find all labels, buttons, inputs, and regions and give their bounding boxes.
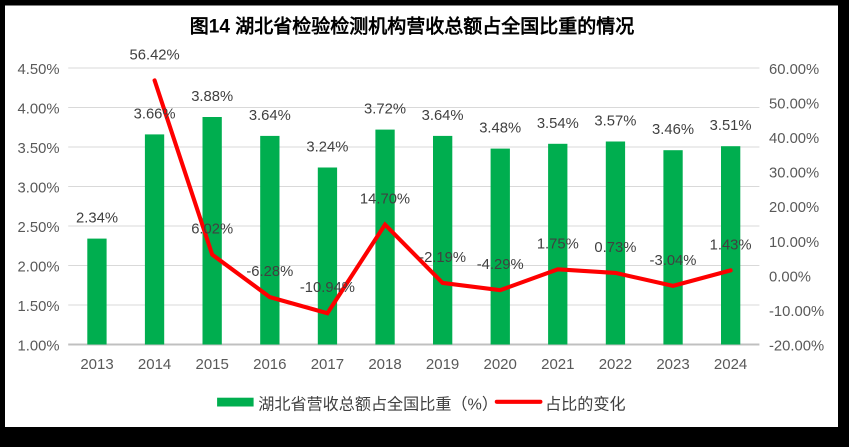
- svg-text:3.72%: 3.72%: [364, 102, 406, 118]
- svg-text:2021: 2021: [541, 356, 574, 373]
- svg-text:3.57%: 3.57%: [594, 114, 636, 130]
- svg-text:2015: 2015: [196, 356, 229, 373]
- svg-text:2.50%: 2.50%: [18, 220, 60, 236]
- svg-text:1.50%: 1.50%: [18, 299, 60, 315]
- svg-text:3.54%: 3.54%: [537, 116, 579, 132]
- svg-text:2019: 2019: [426, 356, 459, 373]
- svg-text:10.00%: 10.00%: [769, 235, 819, 251]
- svg-text:3.50%: 3.50%: [18, 141, 60, 157]
- svg-text:-10.00%: -10.00%: [769, 304, 824, 320]
- svg-text:-6.28%: -6.28%: [246, 264, 293, 280]
- svg-text:1.43%: 1.43%: [710, 237, 752, 253]
- svg-text:2020: 2020: [484, 356, 517, 373]
- svg-text:14.70%: 14.70%: [360, 192, 410, 208]
- svg-text:3.64%: 3.64%: [422, 108, 464, 124]
- svg-text:40.00%: 40.00%: [769, 131, 819, 147]
- svg-text:2022: 2022: [599, 356, 632, 373]
- svg-text:2018: 2018: [368, 356, 401, 373]
- svg-text:3.00%: 3.00%: [18, 181, 60, 197]
- svg-text:0.00%: 0.00%: [769, 269, 811, 285]
- svg-text:2.34%: 2.34%: [76, 211, 118, 227]
- svg-text:2014: 2014: [138, 356, 171, 373]
- svg-text:0.73%: 0.73%: [594, 240, 636, 256]
- svg-text:-10.94%: -10.94%: [300, 280, 355, 296]
- svg-text:2016: 2016: [253, 356, 286, 373]
- svg-text:4.50%: 4.50%: [18, 62, 60, 78]
- svg-text:3.48%: 3.48%: [479, 121, 521, 137]
- svg-text:3.64%: 3.64%: [249, 108, 291, 124]
- svg-text:-4.29%: -4.29%: [477, 257, 524, 273]
- svg-text:20.00%: 20.00%: [769, 200, 819, 216]
- svg-text:3.24%: 3.24%: [306, 140, 348, 156]
- svg-text:2023: 2023: [656, 356, 689, 373]
- svg-text:-3.04%: -3.04%: [650, 253, 697, 269]
- svg-text:湖北省营收总额占全国比重（%）: 湖北省营收总额占全国比重（%）: [258, 396, 498, 414]
- svg-text:2017: 2017: [311, 356, 344, 373]
- svg-text:2.00%: 2.00%: [18, 260, 60, 276]
- svg-text:1.75%: 1.75%: [537, 236, 579, 252]
- svg-text:56.42%: 56.42%: [130, 47, 180, 63]
- svg-text:3.46%: 3.46%: [652, 122, 694, 138]
- svg-text:50.00%: 50.00%: [769, 97, 819, 113]
- svg-text:1.00%: 1.00%: [18, 339, 60, 355]
- svg-text:图14 湖北省检验检测机构营收总额占全国比重的情况: 图14 湖北省检验检测机构营收总额占全国比重的情况: [190, 15, 634, 38]
- svg-text:3.51%: 3.51%: [710, 118, 752, 134]
- svg-text:30.00%: 30.00%: [769, 166, 819, 182]
- svg-text:-20.00%: -20.00%: [769, 339, 824, 355]
- svg-text:6.02%: 6.02%: [191, 222, 233, 238]
- svg-text:60.00%: 60.00%: [769, 62, 819, 78]
- svg-text:-2.19%: -2.19%: [419, 250, 466, 266]
- svg-text:4.00%: 4.00%: [18, 102, 60, 118]
- svg-text:3.88%: 3.88%: [191, 89, 233, 105]
- svg-text:2024: 2024: [714, 356, 747, 373]
- svg-text:占比的变化: 占比的变化: [545, 396, 625, 414]
- svg-text:3.66%: 3.66%: [134, 106, 176, 122]
- svg-text:2013: 2013: [80, 356, 113, 373]
